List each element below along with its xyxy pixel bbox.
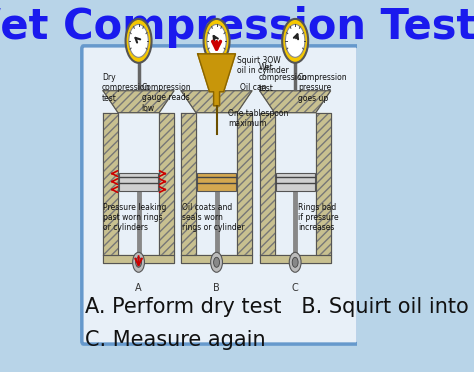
Text: Rings bad
if pressure
increases: Rings bad if pressure increases bbox=[298, 202, 339, 232]
Bar bbox=[276, 173, 315, 190]
Circle shape bbox=[133, 252, 145, 272]
Polygon shape bbox=[103, 255, 174, 263]
Circle shape bbox=[210, 252, 222, 272]
Circle shape bbox=[214, 257, 219, 267]
Circle shape bbox=[292, 257, 298, 267]
Circle shape bbox=[207, 25, 226, 57]
Text: One tablespoon
maximum: One tablespoon maximum bbox=[228, 109, 289, 128]
Polygon shape bbox=[260, 113, 274, 255]
Polygon shape bbox=[181, 91, 252, 113]
Text: C: C bbox=[292, 283, 299, 293]
Text: Compression
pressure
goes up: Compression pressure goes up bbox=[298, 73, 348, 103]
Circle shape bbox=[126, 19, 152, 63]
Text: A: A bbox=[135, 283, 142, 293]
Circle shape bbox=[282, 19, 308, 63]
Text: Wet
compression
test: Wet compression test bbox=[258, 63, 307, 93]
Circle shape bbox=[289, 252, 301, 272]
Circle shape bbox=[129, 25, 148, 57]
FancyBboxPatch shape bbox=[82, 46, 358, 344]
Text: Oil coats and
seals worn
rings or cylinder: Oil coats and seals worn rings or cylind… bbox=[182, 202, 245, 232]
Polygon shape bbox=[198, 54, 236, 106]
Text: Dry
compression
test: Dry compression test bbox=[102, 73, 150, 103]
Text: Compression
gauge reads
low: Compression gauge reads low bbox=[142, 83, 191, 113]
Bar bbox=[119, 173, 158, 190]
Polygon shape bbox=[237, 113, 252, 255]
Text: Squirt 3OW
oil in cylinder: Squirt 3OW oil in cylinder bbox=[237, 56, 289, 75]
Text: Wet Compression Test: Wet Compression Test bbox=[0, 6, 474, 48]
Polygon shape bbox=[260, 255, 331, 263]
Polygon shape bbox=[260, 91, 331, 113]
Polygon shape bbox=[316, 113, 331, 255]
Text: B: B bbox=[213, 283, 220, 293]
Polygon shape bbox=[159, 113, 174, 255]
Polygon shape bbox=[181, 113, 196, 255]
Polygon shape bbox=[181, 255, 252, 263]
Text: C. Measure again: C. Measure again bbox=[85, 330, 265, 350]
Text: A. Perform dry test   B. Squirt oil into cylinder: A. Perform dry test B. Squirt oil into c… bbox=[85, 297, 474, 317]
Circle shape bbox=[285, 25, 305, 57]
Bar bbox=[197, 173, 236, 190]
Polygon shape bbox=[103, 113, 118, 255]
Circle shape bbox=[136, 257, 142, 267]
Text: Pressure leaking
past worn rings
or cylinders: Pressure leaking past worn rings or cyli… bbox=[103, 202, 166, 232]
Text: Oil can: Oil can bbox=[240, 83, 267, 92]
Circle shape bbox=[203, 19, 229, 63]
Polygon shape bbox=[103, 91, 174, 113]
